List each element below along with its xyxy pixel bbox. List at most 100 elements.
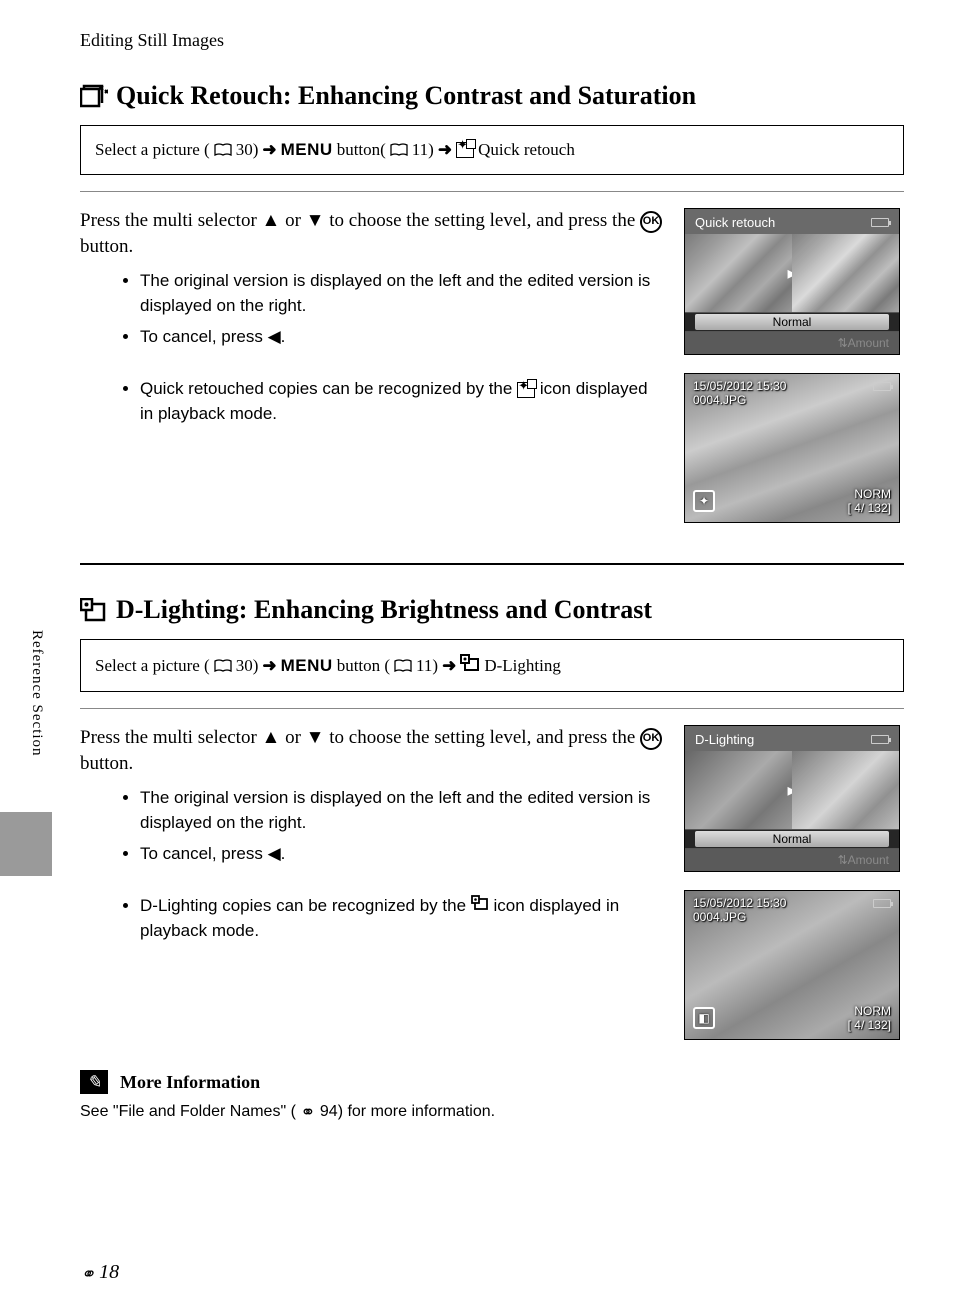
- quick-retouch-indicator-icon: ✦: [693, 490, 715, 512]
- compare-screen: D-Lighting ▸ Normal ⇅Amount: [684, 725, 900, 872]
- lead-text: button.: [80, 236, 133, 257]
- down-triangle-icon: ▼: [306, 725, 325, 751]
- level-value: Normal: [695, 314, 889, 330]
- section2-title: D-Lighting: Enhancing Brightness and Con…: [116, 595, 652, 625]
- battery-icon: [873, 382, 891, 391]
- section1-title: Quick Retouch: Enhancing Contrast and Sa…: [116, 81, 696, 111]
- bullet-text: Quick retouched copies can be recognized…: [140, 379, 517, 398]
- ok-button-icon: OK: [640, 211, 662, 233]
- bullet: D-Lighting copies can be recognized by t…: [140, 894, 664, 943]
- compare-row: ▸: [685, 751, 899, 829]
- battery-icon: [871, 735, 889, 744]
- d-lighting-small-icon: [471, 896, 489, 915]
- pb-date: 15/05/2012 15:30: [693, 897, 786, 911]
- arrow-right-icon: ➜: [262, 140, 276, 160]
- d-lighting-indicator-icon: ◧: [693, 1007, 715, 1029]
- bullet-text: .: [281, 844, 286, 863]
- arrow-right-icon: ➜: [262, 656, 276, 676]
- book-icon: [390, 143, 408, 157]
- left-triangle-icon: ◀: [268, 325, 281, 350]
- playback-screen: 15/05/2012 15:30 0004.JPG ◧ NORM [ 4/ 13…: [684, 890, 900, 1040]
- nav-text: Select a picture (: [95, 656, 210, 676]
- compare-original: [685, 234, 792, 312]
- book-icon: [214, 143, 232, 157]
- pb-file: 0004.JPG: [693, 394, 786, 408]
- lead-text: button.: [80, 753, 133, 774]
- compare-edited: [792, 751, 899, 829]
- playback-info-bottom: NORM [ 4/ 132]: [848, 1005, 891, 1033]
- nav-text: button(: [337, 140, 386, 160]
- bullet: To cancel, press ◀.: [140, 325, 664, 350]
- nav-text: Quick retouch: [478, 140, 575, 160]
- compare-edited: [792, 234, 899, 312]
- footer-label: Amount: [848, 853, 889, 867]
- playback-info-top: 15/05/2012 15:30 0004.JPG: [693, 897, 786, 925]
- bullet-text: To cancel, press: [140, 327, 268, 346]
- side-tab-label: Reference Section: [28, 630, 45, 757]
- pb-date: 15/05/2012 15:30: [693, 380, 786, 394]
- nav-text: 11): [416, 656, 438, 676]
- section-divider: [80, 563, 904, 565]
- page-number-value: 18: [99, 1261, 119, 1284]
- lead-text: to choose the setting level, and press t…: [329, 210, 640, 231]
- note-icon: ✎: [80, 1070, 108, 1094]
- section1-instructions: Press the multi selector ▲ or ▼ to choos…: [80, 208, 664, 523]
- bullet: To cancel, press ◀.: [140, 842, 664, 867]
- section2-heading: D-Lighting: Enhancing Brightness and Con…: [80, 595, 904, 625]
- nav-text: button (: [337, 656, 390, 676]
- left-triangle-icon: ◀: [268, 842, 281, 867]
- page-number: ⚭ 18: [80, 1261, 119, 1284]
- nav-text: D-Lighting: [484, 656, 561, 676]
- nav-text: 30): [236, 656, 259, 676]
- bullet-text: .: [281, 327, 286, 346]
- screen-header: Quick retouch: [685, 209, 899, 234]
- d-lighting-small-icon: [460, 654, 480, 677]
- breadcrumb: Editing Still Images: [80, 30, 904, 51]
- pb-count: [ 4/ 132]: [848, 502, 891, 516]
- nav-text: 30): [236, 140, 259, 160]
- more-info-section: ✎ More Information See "File and Folder …: [80, 1070, 904, 1121]
- book-icon: [214, 659, 232, 673]
- lead-text: to choose the setting level, and press t…: [329, 727, 640, 748]
- footer-icon: ⇅: [838, 853, 848, 867]
- nav-text: 11): [412, 140, 434, 160]
- screen-title: D-Lighting: [695, 732, 754, 747]
- section2-body: Press the multi selector ▲ or ▼ to choos…: [80, 725, 904, 1040]
- section1-body: Press the multi selector ▲ or ▼ to choos…: [80, 208, 904, 523]
- divider: [80, 708, 904, 709]
- more-info-text: See "File and Folder Names" (: [80, 1103, 296, 1120]
- compare-original: [685, 751, 792, 829]
- bullet-text: D-Lighting copies can be recognized by t…: [140, 896, 471, 915]
- bullet-text: To cancel, press: [140, 844, 268, 863]
- pb-count: [ 4/ 132]: [848, 1019, 891, 1033]
- playback-info-bottom: NORM [ 4/ 132]: [848, 488, 891, 516]
- section1-screens: Quick retouch ▸ Normal ⇅Amount 15/05/201…: [684, 208, 904, 523]
- d-lighting-icon: [80, 598, 108, 622]
- lead-text: or: [285, 727, 306, 748]
- section1-nav-box: Select a picture ( 30) ➜ MENU button( 11…: [80, 125, 904, 175]
- pb-file: 0004.JPG: [693, 911, 786, 925]
- compare-row: ▸: [685, 234, 899, 312]
- screen-header: D-Lighting: [685, 726, 899, 751]
- screen-footer: ⇅Amount: [685, 849, 899, 871]
- more-info-body: See "File and Folder Names" ( ⚭ 94) for …: [80, 1100, 904, 1121]
- quick-retouch-small-icon: ✦: [456, 142, 474, 158]
- ok-button-icon: OK: [640, 728, 662, 750]
- playback-info-top: 15/05/2012 15:30 0004.JPG: [693, 380, 786, 408]
- battery-icon: [871, 218, 889, 227]
- level-value: Normal: [695, 831, 889, 847]
- level-bar: Normal: [685, 312, 899, 332]
- level-bar: Normal: [685, 829, 899, 849]
- bullet: The original version is displayed on the…: [140, 786, 664, 835]
- book-icon: [394, 659, 412, 673]
- lead-text: or: [285, 210, 306, 231]
- up-triangle-icon: ▲: [262, 208, 281, 234]
- quick-retouch-small-icon: ✦: [517, 382, 535, 398]
- section2-nav-box: Select a picture ( 30) ➜ MENU button ( 1…: [80, 639, 904, 692]
- menu-label: MENU: [281, 656, 333, 676]
- divider: [80, 191, 904, 192]
- section2-lead: Press the multi selector ▲ or ▼ to choos…: [80, 725, 664, 776]
- footer-label: Amount: [848, 336, 889, 350]
- arrow-right-icon: ➜: [438, 140, 452, 160]
- playback-screen: 15/05/2012 15:30 0004.JPG ✦ NORM [ 4/ 13…: [684, 373, 900, 523]
